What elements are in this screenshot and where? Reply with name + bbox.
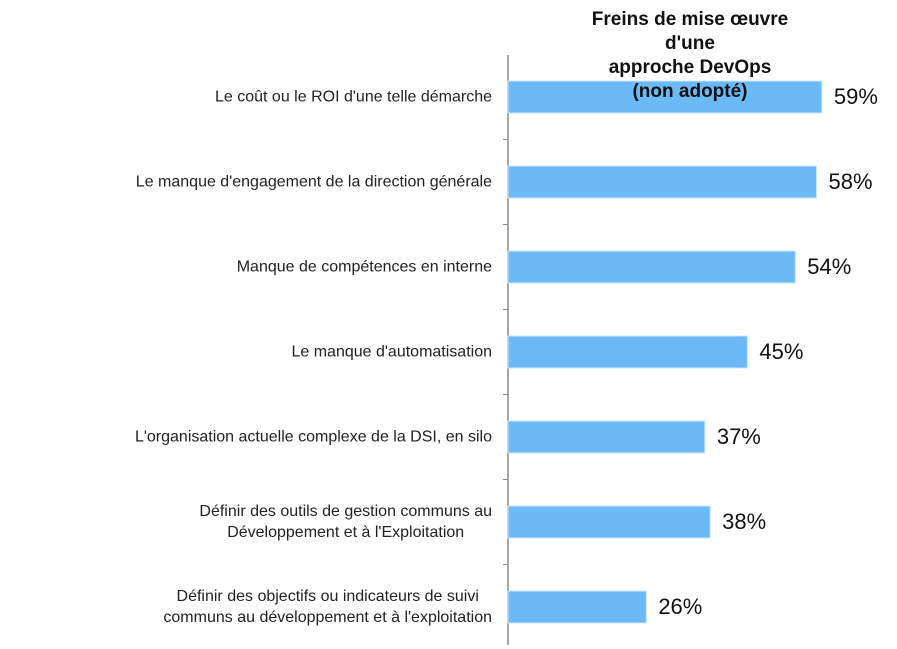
category-label: Le manque d'engagement de la direction g…: [135, 173, 492, 191]
category-label: Manque de compétences en interne: [236, 258, 492, 276]
bar: [507, 80, 823, 114]
bar: [507, 505, 711, 539]
bar: [507, 590, 647, 624]
category-label: Définir des outils de gestion communs au…: [199, 503, 492, 541]
category-label: Définir des objectifs ou indicateurs de …: [163, 588, 492, 626]
value-label: 54%: [807, 254, 852, 279]
value-label: 59%: [833, 84, 878, 109]
value-label: 37%: [716, 424, 761, 449]
chart-title: Freins de mise œuvre d'une approche DevO…: [591, 9, 789, 102]
category-label: Le manque d'automatisation: [291, 343, 492, 361]
category-label: L'organisation actuelle complexe de la D…: [134, 428, 492, 446]
value-label: 38%: [722, 509, 767, 534]
value-label: 58%: [828, 169, 873, 194]
value-label: 26%: [658, 594, 703, 619]
category-label: Le coût ou le ROI d'une telle démarche: [215, 88, 492, 106]
bar: [507, 165, 818, 199]
bar: [507, 250, 796, 284]
bar: [507, 335, 748, 369]
bar: [507, 420, 706, 454]
value-label: 45%: [759, 339, 804, 364]
